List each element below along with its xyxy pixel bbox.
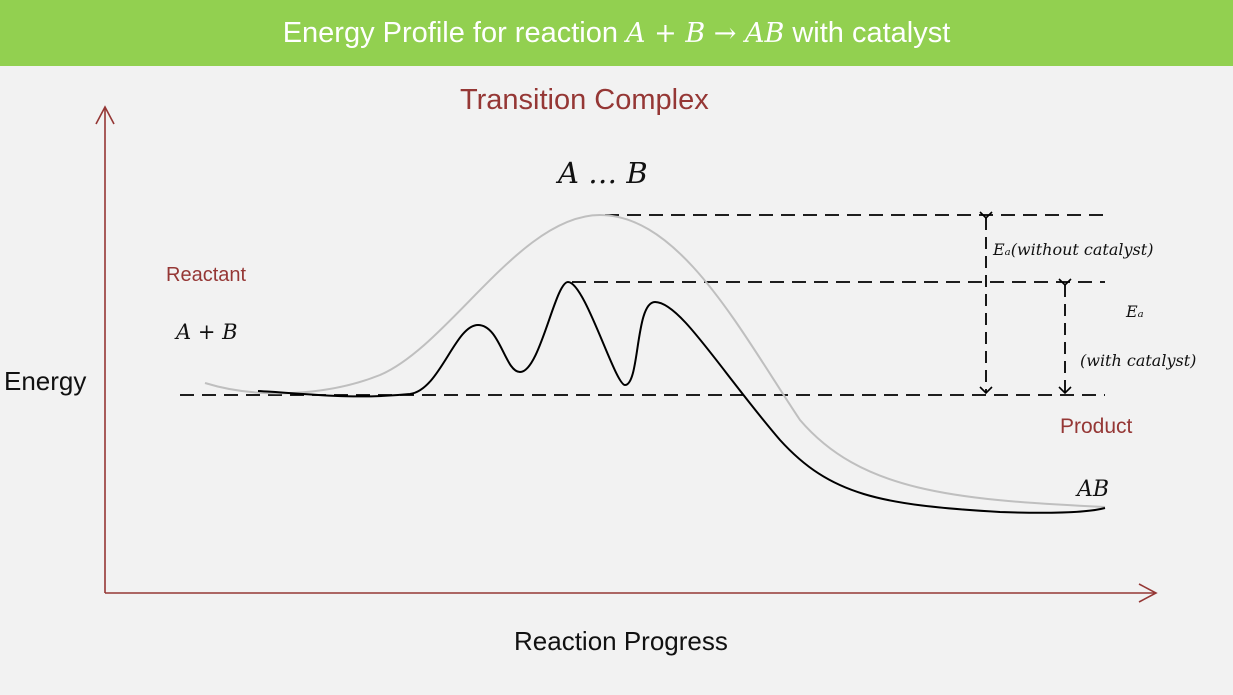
- x-axis-label: Reaction Progress: [514, 626, 728, 656]
- product-label: Product: [1060, 415, 1133, 438]
- ea-with-note: (with catalyst): [1080, 351, 1197, 370]
- reactant-formula: A + B: [176, 320, 238, 344]
- catalyzed-curve: [257, 280, 1106, 514]
- uncatalyzed-curve: [204, 213, 1106, 508]
- diagram-title: Energy Profile for reaction A + B → AB w…: [0, 0, 1233, 66]
- ea-without-label: Eₐ(without catalyst): [993, 240, 1154, 259]
- reactant-label: Reactant: [166, 264, 247, 286]
- title-suffix: with catalyst: [792, 16, 951, 49]
- transition-formula: A … B: [558, 156, 648, 190]
- axes: [95, 105, 1158, 603]
- transition-complex-label: Transition Complex: [460, 84, 709, 116]
- y-axis-label: Energy: [4, 366, 87, 396]
- ea-with-symbol: Eₐ: [1126, 302, 1144, 321]
- x-axis-arrow-icon: [1138, 583, 1158, 603]
- title-prefix: Energy Profile for reaction: [282, 16, 618, 49]
- product-formula: AB: [1077, 477, 1110, 502]
- title-equation: A + B → AB: [626, 17, 785, 49]
- y-axis-arrow-icon: [95, 105, 115, 125]
